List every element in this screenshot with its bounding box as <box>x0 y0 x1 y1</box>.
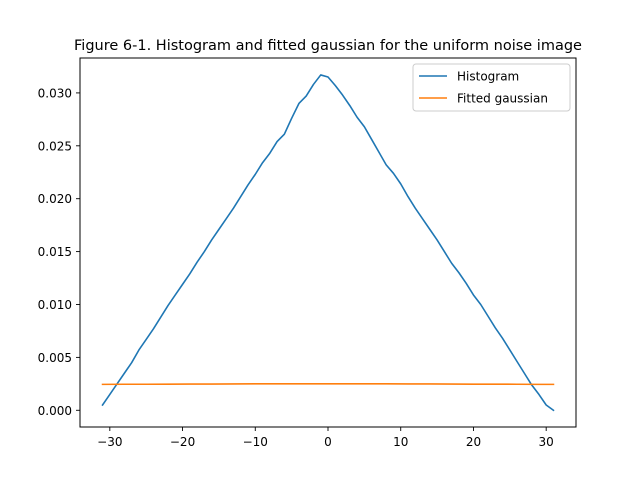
x-tick-label: 30 <box>539 435 554 449</box>
y-tick-label: 0.015 <box>38 245 72 259</box>
y-tick-label: 0.020 <box>38 192 72 206</box>
legend: Histogram Fitted gaussian <box>413 64 570 111</box>
chart-title: Figure 6-1. Histogram and fitted gaussia… <box>74 38 582 54</box>
x-tick-label: 0 <box>324 435 332 449</box>
legend-label-histogram: Histogram <box>457 70 519 84</box>
y-tick-label: 0.010 <box>38 298 72 312</box>
x-tick-label: −30 <box>97 435 122 449</box>
y-tick-label: 0.030 <box>38 86 72 100</box>
series-line-fitted-gaussian <box>103 384 554 385</box>
y-tick-label: 0.000 <box>38 404 72 418</box>
x-tick-label: 20 <box>466 435 481 449</box>
x-tick-label: −10 <box>243 435 268 449</box>
x-tick-label: −20 <box>170 435 195 449</box>
x-tick-label: 10 <box>393 435 408 449</box>
y-tick-label: 0.005 <box>38 351 72 365</box>
legend-label-fitted-gaussian: Fitted gaussian <box>457 92 548 106</box>
y-tick-label: 0.025 <box>38 139 72 153</box>
